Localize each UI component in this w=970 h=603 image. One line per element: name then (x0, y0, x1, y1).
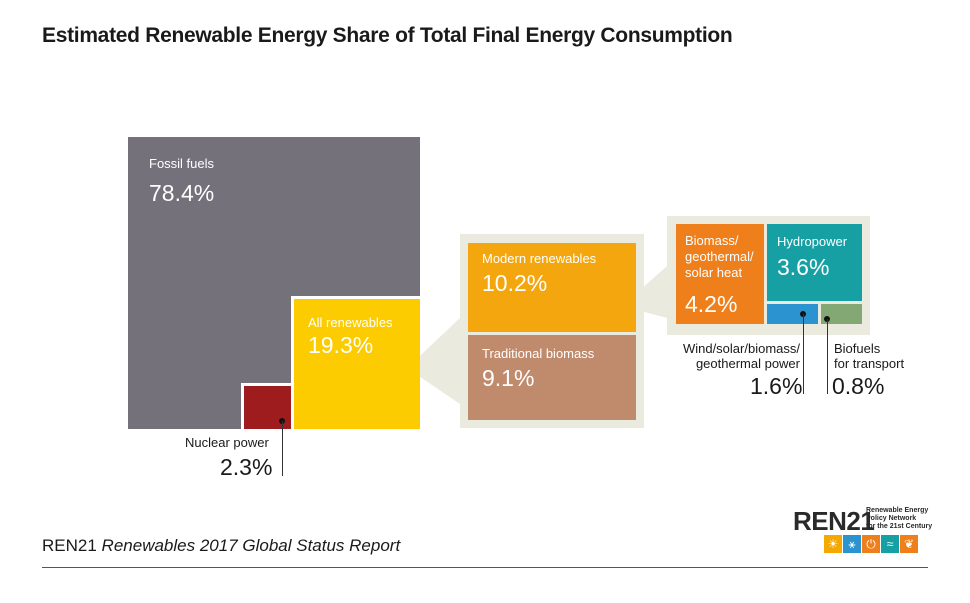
biomass-heat-value: 4.2% (685, 291, 738, 317)
connector-allren-to-panel (407, 318, 460, 404)
sun-icon: ☀ (824, 535, 842, 553)
biofuels-label: Biofuels for transport (834, 341, 904, 371)
leaf-icon: ❦ (900, 535, 918, 553)
wind-solar-label-line1: Wind/solar/biomass/ (682, 341, 800, 356)
source-citation: REN21 Renewables 2017 Global Status Repo… (42, 536, 400, 556)
wind-solar-power-segment (767, 304, 818, 324)
fossil-fuels-label: Fossil fuels (149, 156, 215, 171)
fossil-fuels-segment: Fossil fuels 78.4% (128, 137, 420, 429)
modern-renewables-label: Modern renewables (482, 251, 597, 266)
modern-renewables-value: 10.2% (482, 270, 548, 296)
hydropower-label: Hydropower (777, 234, 848, 249)
fossil-fuels-value: 78.4% (149, 180, 215, 206)
biofuel-leader-line (827, 319, 828, 394)
nuclear-leader-line (282, 421, 283, 476)
nuclear-power-label: Nuclear power (185, 435, 269, 450)
ren21-logo: REN21 (793, 506, 875, 537)
source-title: Renewables 2017 Global Status Report (101, 536, 401, 555)
traditional-biomass-value: 9.1% (482, 365, 535, 391)
footer-rule (42, 567, 928, 568)
hydropower-value: 3.6% (777, 254, 830, 280)
logo-name-a: REN (793, 506, 847, 536)
wind-solar-value: 1.6% (750, 373, 803, 399)
traditional-biomass-segment: Traditional biomass 9.1% (468, 335, 636, 420)
hydropower-segment: Hydropower 3.6% (767, 224, 862, 301)
traditional-biomass-label: Traditional biomass (482, 346, 595, 361)
modern-renewables-segment: Modern renewables 10.2% (468, 243, 636, 332)
biofuels-label-line2: for transport (834, 356, 905, 371)
waves-icon: ≈ (881, 535, 899, 553)
biofuels-segment (821, 304, 862, 324)
biomass-heat-segment: Biomass/ geothermal/ solar heat 4.2% (676, 224, 764, 324)
wind-turbine-icon: ⚹ (843, 535, 861, 553)
biofuels-value: 0.8% (832, 373, 885, 399)
biomass-heat-label-line3: solar heat (685, 265, 743, 280)
biofuels-label-line1: Biofuels (834, 341, 881, 356)
logo-tagline: Renewable Energy Policy Network for the … (866, 507, 932, 531)
biomass-heat-label-line2: geothermal/ (685, 249, 754, 264)
power-icon: ⏻ (862, 535, 880, 553)
wind-leader-line (803, 314, 804, 394)
biomass-heat-label-line1: Biomass/ (685, 233, 739, 248)
source-org: REN21 (42, 536, 97, 555)
chart-title: Estimated Renewable Energy Share of Tota… (42, 24, 733, 47)
all-renewables-value: 19.3% (308, 332, 374, 358)
logo-tagline-2: Policy Network (866, 515, 917, 522)
logo-icons: ☀ ⚹ ⏻ ≈ ❦ (824, 535, 918, 553)
wind-solar-label-line2: geothermal power (695, 356, 800, 371)
all-renewables-label: All renewables (308, 315, 393, 330)
nuclear-power-value: 2.3% (220, 454, 273, 480)
logo-tagline-3: for the 21st Century (866, 523, 933, 530)
wind-solar-label: Wind/solar/biomass/ geothermal power (670, 341, 800, 371)
all-renewables-segment: All renewables 19.3% (291, 296, 420, 429)
logo-name-b: 21 (846, 506, 875, 536)
biomass-heat-label: Biomass/ geothermal/ solar heat (685, 233, 754, 281)
logo-tagline-1: Renewable Energy (866, 507, 929, 514)
